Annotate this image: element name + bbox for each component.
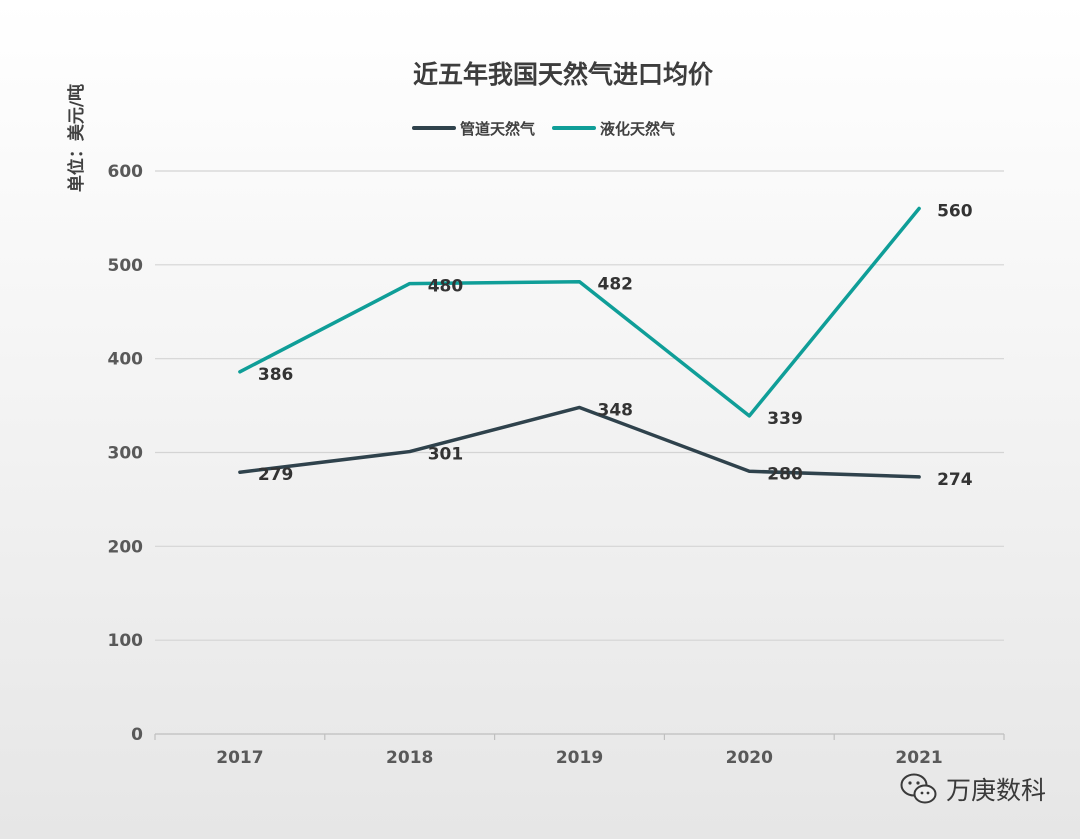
data-label: 480	[428, 277, 464, 297]
x-tick-label: 2019	[556, 748, 603, 768]
x-axis: 2017 2018 2019 2020 2021	[154, 733, 1005, 768]
data-label: 339	[767, 409, 803, 429]
y-axis-unit-label: 单位：美元/吨	[66, 84, 87, 192]
y-tick-label: 400	[108, 350, 144, 370]
legend-label: 管道天然气	[460, 120, 535, 138]
series-lines	[238, 206, 921, 479]
series-line-1	[238, 405, 921, 479]
x-tick-label: 2021	[895, 748, 942, 768]
x-tick-label: 2020	[726, 748, 773, 768]
watermark: 万庚数科	[900, 771, 1046, 807]
y-tick-label: 0	[131, 725, 143, 745]
data-label: 482	[598, 275, 634, 295]
data-label: 301	[428, 445, 464, 465]
data-label: 386	[258, 365, 294, 385]
y-tick-label: 600	[108, 162, 144, 182]
watermark-text: 万庚数科	[945, 776, 1046, 805]
y-tick-label: 500	[108, 256, 144, 276]
legend: 管道天然气 液化天然气	[412, 120, 675, 138]
series-line-2	[238, 206, 921, 418]
data-label: 279	[258, 465, 294, 485]
legend-label: 液化天然气	[600, 120, 675, 138]
x-tick-label: 2018	[386, 748, 433, 768]
y-tick-label: 100	[108, 631, 144, 651]
data-label: 560	[937, 202, 973, 222]
data-label: 348	[598, 400, 634, 420]
data-labels: 279 301 348 280 274 386 480 482 339 560	[258, 202, 973, 490]
wechat-icon	[900, 773, 937, 804]
x-tick-label: 2017	[216, 748, 263, 768]
y-tick-label: 300	[108, 444, 144, 464]
gridlines	[155, 170, 1004, 641]
y-tick-label: 200	[108, 537, 144, 557]
data-label: 274	[937, 470, 973, 490]
data-label: 280	[767, 464, 803, 484]
y-axis-ticks: 0 100 200 300 400 500 600	[108, 162, 144, 745]
chart-title: 近五年我国天然气进口均价	[413, 60, 714, 89]
